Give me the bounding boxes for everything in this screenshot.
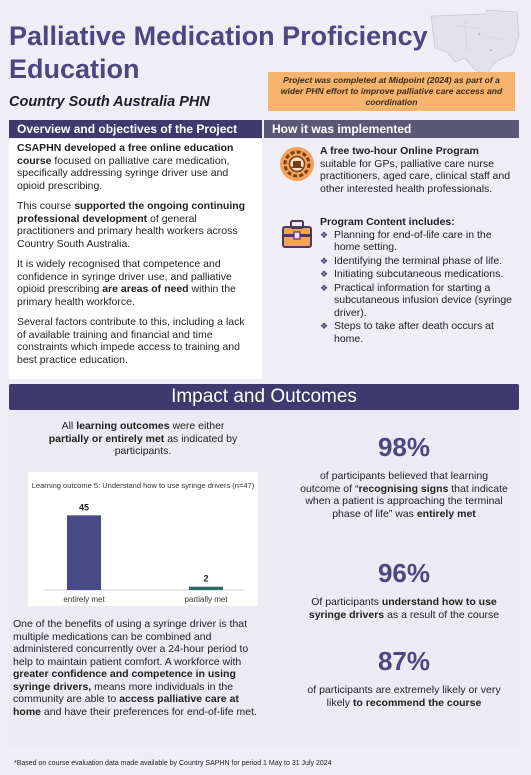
learning-outcomes-summary: All learning outcomes were either partia… <box>43 420 243 458</box>
chart-data-label: 45 <box>79 502 89 512</box>
list-item: Identifying the terminal phase of life. <box>320 255 516 268</box>
overview-p3-bold: are areas of need <box>102 283 189 295</box>
lo-mid: were either <box>169 420 225 432</box>
stat-syringe-drivers: 96% Of participants understand how to us… <box>299 558 509 621</box>
benefits-text-3: and have their preferences for end-of-li… <box>41 705 257 718</box>
overview-paragraph-2: This course supported the ongoing contin… <box>17 200 254 250</box>
benefits-text-2: means more individuals in the community … <box>13 680 234 706</box>
implementation-section: A free two-hour Online Program suitable … <box>264 139 519 379</box>
overview-paragraph-4: Several factors contribute to this, incl… <box>17 316 245 366</box>
overview-p1-bold: CSAPHN developed a free online education… <box>17 142 234 167</box>
chart-category-label: entirely met <box>63 595 105 604</box>
overview-paragraph-3: It is widely recognised that competence … <box>17 258 254 308</box>
program-content-list: Planning for end-of-life care in the hom… <box>320 229 516 346</box>
stat-desc-bold: entirely met <box>416 507 476 520</box>
online-program-desc: suitable for GPs, palliative care nurse … <box>320 157 511 195</box>
list-item: Planning for end-of-life care in the hom… <box>320 229 516 254</box>
learning-outcome-chart: Learning outcome 5: Understand how to us… <box>28 472 258 606</box>
lo-bold-2: partially or entirely met <box>48 432 165 445</box>
program-content-heading: Program Content includes: <box>320 216 455 228</box>
overview-heading: Overview and objectives of the Project <box>9 120 262 138</box>
program-content-toolbox-icon <box>282 220 312 248</box>
stat-desc-text: of participants believed that learning o… <box>300 470 489 495</box>
online-program-gear-icon <box>280 147 314 181</box>
impact-heading: Impact and Outcomes <box>9 384 519 410</box>
chart-data-label: 2 <box>203 574 208 584</box>
south-australia-map-icon <box>430 9 520 77</box>
stat-desc-text: that indicate when a patient is approach… <box>305 482 508 520</box>
implementation-heading: How it was implemented <box>264 120 519 138</box>
online-program-block: A free two-hour Online Program suitable … <box>278 143 514 211</box>
stat-description: of participants believed that learning o… <box>299 470 509 520</box>
chart-category-label: partially met <box>184 595 228 604</box>
stat-desc-bold: recognising signs <box>358 482 449 495</box>
overview-p2-start: This course <box>17 200 75 212</box>
stat-desc-text: of participants are extremely likely or … <box>307 684 501 709</box>
chart-bar <box>67 515 101 590</box>
chart-bar <box>189 586 223 590</box>
lo-end: as indicated by participants. <box>114 432 238 458</box>
stat-desc-bold: to recommend the course <box>352 696 482 709</box>
overview-p3-text: within the primary health workforce. <box>17 283 236 308</box>
benefits-bold-1: greater confidence and competence in usi… <box>13 668 236 693</box>
stat-desc-text: Of participants <box>311 596 382 608</box>
overview-p2-bold: supported the ongoing continuing profess… <box>17 200 246 225</box>
stat-recommend: 87% of participants are extremely likely… <box>299 646 509 709</box>
lo-start: All <box>61 420 77 432</box>
overview-p3-start: It is widely recognised that competence … <box>17 258 232 295</box>
stat-desc-text: as a result of the course <box>384 608 500 621</box>
benefits-text-1: One of the benefits of using a syringe d… <box>13 618 249 668</box>
overview-paragraph-1: CSAPHN developed a free online education… <box>17 142 254 192</box>
program-content-block: Program Content includes: Planning for e… <box>278 213 514 377</box>
syringe-driver-benefits: One of the benefits of using a syringe d… <box>13 618 269 718</box>
overview-p1-text: focused on palliative care medication, s… <box>17 154 230 192</box>
overview-section: CSAPHN developed a free online education… <box>9 139 262 379</box>
online-program-text: A free two-hour Online Program suitable … <box>320 145 516 195</box>
stat-value: 87% <box>377 646 431 676</box>
stat-description: of participants are extremely likely or … <box>299 684 509 709</box>
stat-recognising-signs: 98% of participants believed that learni… <box>299 432 509 520</box>
page-title: Palliative Medication Proficiency Educat… <box>9 21 428 84</box>
stat-description: Of participants understand how to use sy… <box>299 596 509 621</box>
footnote: *Based on course evaluation data made av… <box>14 760 332 767</box>
stat-value: 96% <box>377 558 431 588</box>
stat-value: 98% <box>377 432 431 462</box>
benefits-bold-2: access palliative care at home <box>13 693 239 718</box>
list-item: Practical information for starting a sub… <box>320 282 516 320</box>
lo-bold-1: learning outcomes <box>76 420 170 432</box>
list-item: Steps to take after death occurs at home… <box>320 320 516 345</box>
page-subtitle: Country South Australia PHN <box>9 94 210 110</box>
online-program-bold: A free two-hour Online Program <box>320 145 479 157</box>
program-content-text: Program Content includes: Planning for e… <box>320 216 516 346</box>
list-item: Initiating subcutaneous medications. <box>320 268 516 281</box>
completion-note: Project was completed at Midpoint (2024)… <box>268 72 515 111</box>
stat-desc-bold: understand how to use syringe drivers <box>308 596 497 621</box>
chart-title: Learning outcome 5: Understand how to us… <box>31 481 255 490</box>
chart-plot: 45 entirely met 2 partially met <box>44 502 244 604</box>
impact-section: All learning outcomes were either partia… <box>9 410 519 748</box>
overview-p2-text: of general practitioners and primary hea… <box>17 212 238 250</box>
